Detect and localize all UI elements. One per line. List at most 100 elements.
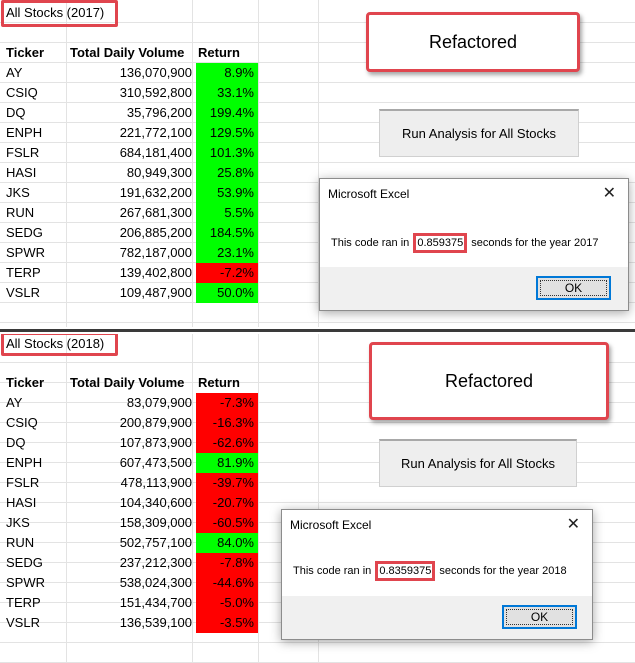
volume-cell[interactable]: 267,681,300 <box>119 205 192 220</box>
return-cell[interactable]: -44.6% <box>196 573 258 593</box>
return-cell[interactable]: 8.9% <box>196 63 258 83</box>
column-divider <box>192 0 193 327</box>
return-cell[interactable]: -7.3% <box>196 393 258 413</box>
ticker-cell[interactable]: VSLR <box>6 285 40 300</box>
volume-cell[interactable]: 191,632,200 <box>119 185 192 200</box>
message-box-2017: Microsoft Excel ✕ This code ran in 0.859… <box>319 178 629 311</box>
volume-cell[interactable]: 109,487,900 <box>119 285 192 300</box>
close-icon[interactable]: ✕ <box>602 185 616 202</box>
elapsed-time-highlight: 0.859375 <box>413 233 468 253</box>
sheet-title-cell[interactable]: All Stocks (2018) <box>6 336 105 351</box>
close-icon[interactable]: ✕ <box>566 516 580 533</box>
ticker-cell[interactable]: FSLR <box>6 475 40 490</box>
focus-rect <box>540 280 607 296</box>
volume-cell[interactable]: 83,079,900 <box>126 395 192 410</box>
return-cell[interactable]: -3.5% <box>196 613 258 633</box>
volume-cell[interactable]: 684,181,400 <box>119 145 192 160</box>
return-cell[interactable]: 5.5% <box>196 203 258 223</box>
refactored-label-box[interactable]: Refactored <box>366 12 580 72</box>
volume-cell[interactable]: 310,592,800 <box>119 85 192 100</box>
volume-cell[interactable]: 478,113,900 <box>120 475 192 490</box>
ticker-cell[interactable]: HASI <box>6 495 37 510</box>
volume-cell[interactable]: 206,885,200 <box>119 225 192 240</box>
return-cell[interactable]: -7.8% <box>196 553 258 573</box>
ticker-cell[interactable]: AY <box>6 65 23 80</box>
return-cell[interactable]: 184.5% <box>196 223 258 243</box>
ticker-cell[interactable]: RUN <box>6 205 35 220</box>
return-cell[interactable]: 101.3% <box>196 143 258 163</box>
ticker-cell[interactable]: ENPH <box>6 125 43 140</box>
return-cell[interactable]: 199.4% <box>196 103 258 123</box>
volume-cell[interactable]: 221,772,100 <box>119 125 192 140</box>
volume-cell[interactable]: 80,949,300 <box>126 165 192 180</box>
dialog-message: This code ran in 0.8359375 seconds for t… <box>293 561 567 581</box>
ok-button[interactable]: OK <box>502 605 577 629</box>
ticker-cell[interactable]: SEDG <box>6 225 43 240</box>
ticker-cell[interactable]: DQ <box>6 435 26 450</box>
volume-cell[interactable]: 237,212,300 <box>119 555 192 570</box>
volume-cell[interactable]: 104,340,600 <box>119 495 192 510</box>
return-header: Return <box>198 45 240 60</box>
volume-cell[interactable]: 200,879,900 <box>119 415 192 430</box>
ticker-cell[interactable]: ENPH <box>6 455 43 470</box>
ticker-cell[interactable]: SEDG <box>6 555 43 570</box>
ticker-cell[interactable]: TERP <box>6 265 41 280</box>
ticker-header: Ticker <box>6 375 45 390</box>
return-cell[interactable]: 33.1% <box>196 83 258 103</box>
ticker-cell[interactable]: FSLR <box>6 145 40 160</box>
ticker-cell[interactable]: SPWR <box>6 575 45 590</box>
column-divider <box>66 0 67 327</box>
ok-button[interactable]: OK <box>536 276 611 300</box>
ticker-cell[interactable]: JKS <box>6 515 30 530</box>
return-cell[interactable]: 53.9% <box>196 183 258 203</box>
ticker-header: Ticker <box>6 45 45 60</box>
message-suffix: seconds for the year 2017 <box>468 237 599 249</box>
volume-header: Total Daily Volume <box>70 375 185 390</box>
return-cell[interactable]: -60.5% <box>196 513 258 533</box>
sheet-title-cell[interactable]: All Stocks (2017) <box>6 5 105 20</box>
return-cell[interactable]: -62.6% <box>196 433 258 453</box>
return-cell[interactable]: -5.0% <box>196 593 258 613</box>
ticker-cell[interactable]: JKS <box>6 185 30 200</box>
volume-cell[interactable]: 502,757,100 <box>119 535 192 550</box>
return-cell[interactable]: -7.2% <box>196 263 258 283</box>
ticker-cell[interactable]: RUN <box>6 535 35 550</box>
return-cell[interactable]: 50.0% <box>196 283 258 303</box>
ticker-cell[interactable]: CSIQ <box>6 85 38 100</box>
volume-cell[interactable]: 139,402,800 <box>119 265 192 280</box>
return-cell[interactable]: -39.7% <box>196 473 258 493</box>
ticker-cell[interactable]: CSIQ <box>6 415 38 430</box>
return-cell[interactable]: 84.0% <box>196 533 258 553</box>
volume-cell[interactable]: 107,873,900 <box>119 435 192 450</box>
ticker-cell[interactable]: VSLR <box>6 615 40 630</box>
run-analysis-button[interactable]: Run Analysis for All Stocks <box>379 439 577 487</box>
return-cell[interactable]: 81.9% <box>196 453 258 473</box>
return-cell[interactable]: 23.1% <box>196 243 258 263</box>
volume-cell[interactable]: 158,309,000 <box>119 515 192 530</box>
refactored-label: Refactored <box>444 370 534 391</box>
refactored-label-box[interactable]: Refactored <box>369 342 609 420</box>
volume-cell[interactable]: 35,796,200 <box>126 105 192 120</box>
worksheet-2017: All Stocks (2017) Ticker Total Daily Vol… <box>0 0 635 327</box>
message-prefix: This code ran in <box>331 237 413 249</box>
volume-cell[interactable]: 782,187,000 <box>119 245 192 260</box>
volume-cell[interactable]: 151,434,700 <box>119 595 192 610</box>
return-cell[interactable]: -20.7% <box>196 493 258 513</box>
ticker-cell[interactable]: SPWR <box>6 245 45 260</box>
volume-cell[interactable]: 607,473,500 <box>119 455 192 470</box>
volume-cell[interactable]: 538,024,300 <box>119 575 192 590</box>
return-cell[interactable]: 25.8% <box>196 163 258 183</box>
volume-cell[interactable]: 136,539,100 <box>119 615 192 630</box>
ticker-cell[interactable]: AY <box>6 395 23 410</box>
return-cell[interactable]: 129.5% <box>196 123 258 143</box>
ticker-cell[interactable]: DQ <box>6 105 26 120</box>
ok-label: OK <box>564 281 583 295</box>
volume-cell[interactable]: 136,070,900 <box>119 65 192 80</box>
ticker-cell[interactable]: HASI <box>6 165 37 180</box>
ticker-cell[interactable]: TERP <box>6 595 41 610</box>
return-cell[interactable]: -16.3% <box>196 413 258 433</box>
run-analysis-button[interactable]: Run Analysis for All Stocks <box>379 109 579 157</box>
title-highlight-box <box>1 0 118 27</box>
ok-label: OK <box>530 610 549 624</box>
volume-header: Total Daily Volume <box>70 45 185 60</box>
